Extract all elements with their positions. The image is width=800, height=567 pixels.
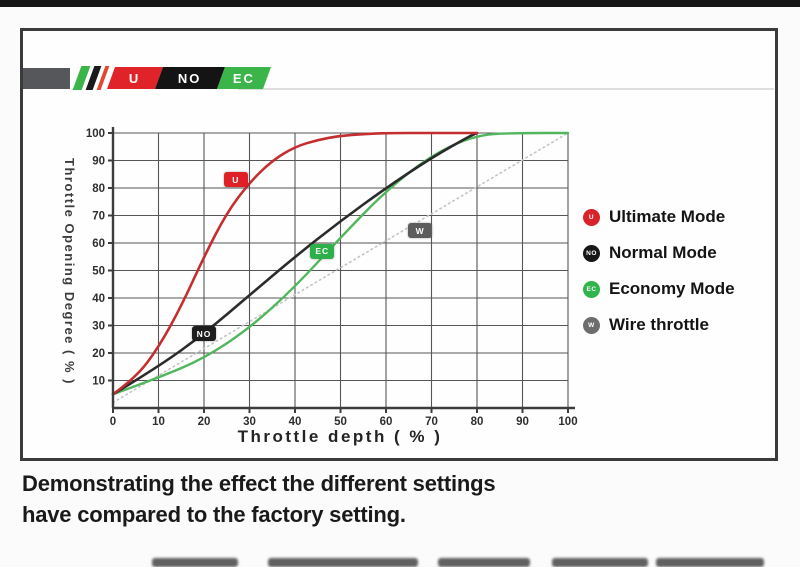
cropped-text-remnant [552, 558, 648, 567]
y-axis-title: Throttle Opening Degree ( % ) [62, 157, 77, 385]
economy-mode-icon: EC [583, 280, 600, 298]
legend-item-label: Ultimate Mode [609, 207, 726, 226]
legend-item-economy: EC Economy Mode [583, 271, 735, 307]
svg-text:60: 60 [92, 238, 105, 250]
svg-text:100: 100 [86, 128, 105, 140]
svg-text:70: 70 [425, 416, 438, 428]
svg-text:100: 100 [558, 416, 577, 428]
legend: U Ultimate Mode NO Normal Mode EC Econom… [583, 199, 735, 343]
curve-badge-u: U [223, 172, 248, 188]
cropped-text-remnant [268, 558, 418, 567]
svg-text:0: 0 [110, 416, 116, 428]
curve-badge-ec: EC [310, 243, 335, 259]
legend-item-label: Economy Mode [609, 279, 735, 298]
x-axis-title: Throttle depth ( % ) [237, 427, 443, 446]
svg-text:40: 40 [92, 293, 105, 305]
svg-text:50: 50 [92, 266, 105, 278]
brand-ribbon: U NO EC [23, 66, 272, 90]
header-divider-line [238, 88, 774, 90]
legend-item-label: Normal Mode [609, 243, 717, 262]
content-frame: U NO EC 0 10 20 30 40 50 60 70 80 90 100 10 20 30 40 50… [20, 28, 778, 461]
svg-text:30: 30 [92, 321, 105, 333]
svg-text:90: 90 [516, 416, 529, 428]
brand-lead-bar [23, 67, 70, 89]
legend-item-label: Wire throttle [609, 315, 709, 334]
svg-text:70: 70 [92, 211, 105, 223]
caption-line-1: Demonstrating the effect the different s… [22, 471, 496, 496]
caption-line-2: have compared to the factory setting. [22, 502, 406, 527]
wire-throttle-icon: W [583, 316, 600, 334]
legend-item-wire: W Wire throttle [583, 307, 735, 343]
svg-text:10: 10 [152, 416, 165, 428]
curve-badge-w: W [408, 223, 433, 239]
svg-text:20: 20 [92, 348, 105, 360]
curve-badge-no: NO [192, 326, 216, 342]
cropped-text-remnant [152, 558, 238, 567]
normal-mode-icon: NO [583, 244, 600, 262]
ultimate-mode-icon: U [583, 208, 600, 226]
svg-text:90: 90 [92, 156, 105, 168]
svg-text:80: 80 [92, 183, 105, 195]
svg-text:10: 10 [92, 376, 105, 388]
top-scan-bar [0, 0, 800, 7]
legend-item-ultimate: U Ultimate Mode [583, 199, 735, 235]
svg-text:50: 50 [334, 416, 347, 428]
cropped-text-remnant [656, 558, 764, 567]
svg-text:30: 30 [243, 416, 256, 428]
legend-item-normal: NO Normal Mode [583, 235, 735, 271]
svg-text:80: 80 [471, 416, 484, 428]
svg-text:20: 20 [198, 416, 211, 428]
cropped-text-remnant [438, 558, 530, 567]
svg-text:60: 60 [380, 416, 393, 428]
throttle-response-chart: 0 10 20 30 40 50 60 70 80 90 100 10 20 30 40 50 60 70 80 90… [86, 127, 578, 428]
svg-text:40: 40 [289, 416, 302, 428]
